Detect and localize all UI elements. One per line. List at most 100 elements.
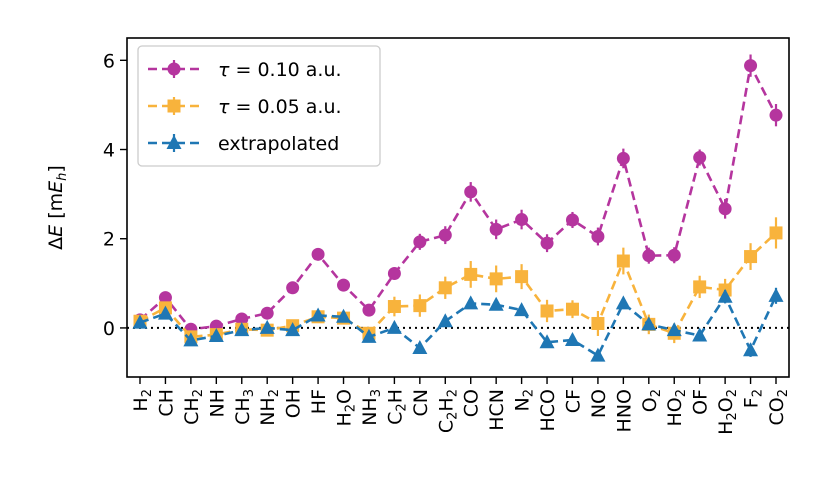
data-point	[183, 332, 199, 347]
y-axis-label-open: [m	[45, 193, 67, 225]
x-tick-label: NH	[206, 389, 228, 418]
data-point	[387, 267, 401, 281]
data-point	[438, 228, 452, 242]
y-tick-label: 4	[103, 140, 115, 162]
legend-marker	[167, 99, 181, 113]
x-tick-label: C2H	[384, 389, 409, 425]
x-tick-label: HNO	[613, 389, 635, 432]
data-point	[565, 213, 579, 227]
data-point	[590, 347, 606, 362]
y-axis-label-delta: Δ	[45, 237, 67, 250]
x-tick-label: H2	[130, 389, 155, 412]
data-point	[615, 295, 631, 310]
x-tick-label: CF	[562, 389, 584, 413]
series-triangle	[132, 287, 784, 362]
data-point	[489, 272, 503, 286]
x-tick-label: HO2	[664, 389, 689, 427]
data-point	[464, 185, 478, 199]
series-layer	[132, 54, 784, 362]
series-circle	[133, 54, 783, 336]
data-point	[540, 304, 554, 318]
data-point	[515, 213, 529, 227]
data-point	[311, 247, 325, 261]
data-point	[564, 331, 580, 346]
data-point	[158, 291, 172, 305]
data-point	[285, 322, 301, 337]
data-point	[642, 249, 656, 263]
y-tick-label: 6	[103, 50, 115, 72]
data-point	[591, 229, 605, 243]
y-axis-label-esub: h	[55, 173, 70, 181]
x-tick-label: CO	[461, 389, 483, 417]
data-point	[744, 59, 758, 73]
data-point	[259, 319, 275, 334]
data-point	[387, 300, 401, 314]
y-axis-label-close: ]	[45, 165, 67, 172]
x-tick-label: C2H2	[435, 389, 460, 433]
data-point	[769, 108, 783, 122]
plot-frame	[126, 37, 790, 378]
data-point	[565, 302, 579, 316]
data-point	[286, 281, 300, 295]
data-point	[667, 248, 681, 262]
data-point	[438, 281, 452, 295]
data-point	[540, 236, 554, 250]
data-point	[235, 312, 249, 326]
data-point	[488, 296, 504, 311]
legend-entry: τ = 0.05 a.u.	[148, 96, 342, 118]
data-point	[362, 303, 376, 317]
data-point	[769, 226, 783, 240]
x-tick-label: CO2	[766, 389, 791, 426]
data-point	[208, 327, 224, 342]
data-point	[616, 254, 630, 268]
y-axis-label-evar: E	[45, 181, 67, 193]
data-point	[666, 322, 682, 337]
y-axis-label: ΔE [mEh]	[45, 165, 70, 250]
legend-box	[137, 45, 381, 167]
data-point	[234, 322, 250, 337]
data-point	[692, 327, 708, 342]
x-tick-label: HF	[308, 389, 330, 414]
data-point	[412, 340, 428, 355]
data-point	[386, 319, 402, 334]
x-tick-label: OH	[283, 389, 305, 418]
legend-label: τ = 0.05 a.u.	[218, 96, 342, 118]
x-tick-label: HCO	[537, 389, 559, 432]
x-tick-label: H2O	[334, 389, 359, 427]
legend-entry: extrapolated	[148, 133, 339, 155]
x-tick-label: NO	[588, 389, 610, 418]
x-tick-label: HCN	[486, 389, 508, 431]
data-point	[744, 250, 758, 264]
y-tick-label: 0	[103, 318, 115, 340]
data-point	[132, 314, 148, 329]
data-point	[361, 328, 377, 343]
data-point	[641, 316, 657, 331]
x-tick-label: NH2	[257, 389, 282, 426]
legend-marker	[167, 62, 181, 76]
x-tick-label: CH2	[181, 389, 206, 425]
data-point	[437, 313, 453, 328]
data-point	[768, 287, 784, 302]
legend-marker	[166, 135, 182, 149]
data-point	[514, 302, 530, 317]
data-point	[515, 270, 529, 284]
data-point	[718, 202, 732, 216]
x-tick-label: O2	[639, 389, 664, 412]
data-point	[336, 308, 352, 323]
data-point	[717, 288, 733, 303]
legend-label: extrapolated	[218, 133, 339, 155]
data-point	[337, 278, 351, 292]
x-tick-label: N2	[512, 389, 537, 412]
data-point	[591, 316, 605, 330]
x-tick-label: CH	[155, 389, 177, 417]
series-line	[139, 294, 778, 358]
x-tick-label: H2O2	[715, 389, 740, 435]
x-tick-label: NH3	[359, 389, 384, 426]
data-point	[463, 295, 479, 310]
data-point	[260, 306, 274, 320]
y-tick-label: 2	[103, 229, 115, 251]
data-point	[743, 342, 759, 357]
